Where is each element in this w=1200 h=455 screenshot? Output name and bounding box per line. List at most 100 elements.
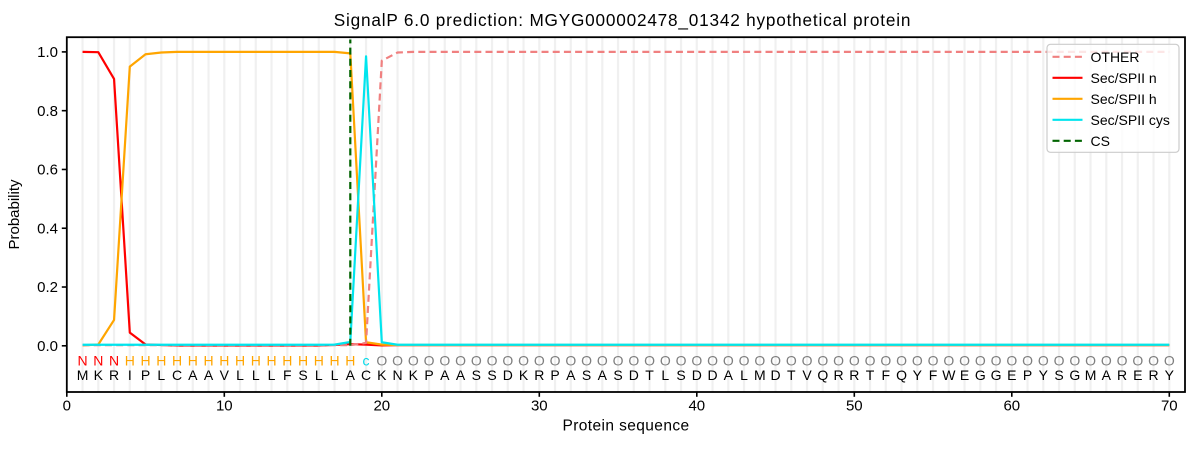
svg-text:O: O	[455, 352, 466, 368]
svg-text:C: C	[172, 367, 182, 383]
svg-text:O: O	[676, 352, 687, 368]
svg-text:O: O	[691, 352, 702, 368]
svg-text:L: L	[157, 367, 165, 383]
svg-text:O: O	[487, 352, 498, 368]
svg-text:O: O	[833, 352, 844, 368]
svg-text:H: H	[156, 352, 166, 368]
svg-text:O: O	[439, 352, 450, 368]
svg-text:H: H	[172, 352, 182, 368]
svg-text:I: I	[128, 367, 132, 383]
svg-text:O: O	[1038, 352, 1049, 368]
svg-text:O: O	[912, 352, 923, 368]
svg-text:O: O	[991, 352, 1002, 368]
svg-text:K: K	[519, 367, 529, 383]
svg-text:T: T	[787, 367, 796, 383]
svg-text:H: H	[345, 352, 355, 368]
svg-text:O: O	[597, 352, 608, 368]
svg-text:K: K	[94, 367, 104, 383]
svg-text:F: F	[929, 367, 938, 383]
svg-text:H: H	[188, 352, 198, 368]
svg-text:R: R	[109, 367, 119, 383]
svg-text:P: P	[1023, 367, 1032, 383]
svg-text:O: O	[1054, 352, 1065, 368]
svg-text:Y: Y	[913, 367, 923, 383]
svg-text:O: O	[550, 352, 561, 368]
svg-text:O: O	[802, 352, 813, 368]
svg-text:0.6: 0.6	[37, 162, 58, 179]
svg-text:O: O	[928, 352, 939, 368]
svg-text:V: V	[802, 367, 812, 383]
svg-text:O: O	[849, 352, 860, 368]
svg-text:SignalP 6.0 prediction: MGYG00: SignalP 6.0 prediction: MGYG000002478_01…	[334, 10, 911, 30]
svg-text:D: D	[629, 367, 639, 383]
svg-text:H: H	[329, 352, 339, 368]
svg-text:0: 0	[63, 398, 71, 415]
svg-text:O: O	[943, 352, 954, 368]
svg-text:O: O	[660, 352, 671, 368]
svg-text:D: D	[707, 367, 717, 383]
svg-text:Sec/SPII cys: Sec/SPII cys	[1091, 112, 1170, 128]
svg-text:H: H	[251, 352, 261, 368]
svg-text:A: A	[598, 367, 608, 383]
svg-text:H: H	[235, 352, 245, 368]
svg-text:O: O	[424, 352, 435, 368]
svg-text:D: D	[770, 367, 780, 383]
svg-text:O: O	[723, 352, 734, 368]
svg-text:O: O	[392, 352, 403, 368]
svg-text:Protein sequence: Protein sequence	[562, 418, 689, 435]
svg-text:N: N	[93, 352, 103, 368]
svg-text:N: N	[392, 367, 402, 383]
svg-text:O: O	[865, 352, 876, 368]
svg-text:G: G	[991, 367, 1002, 383]
svg-text:20: 20	[373, 398, 390, 415]
svg-text:O: O	[518, 352, 529, 368]
svg-text:O: O	[1117, 352, 1128, 368]
svg-text:A: A	[204, 367, 214, 383]
svg-text:O: O	[1101, 352, 1112, 368]
svg-text:Y: Y	[1039, 367, 1049, 383]
svg-text:O: O	[644, 352, 655, 368]
svg-text:O: O	[502, 352, 513, 368]
svg-text:L: L	[331, 367, 339, 383]
svg-text:M: M	[77, 367, 89, 383]
svg-text:0.2: 0.2	[37, 279, 58, 296]
svg-text:R: R	[833, 367, 843, 383]
svg-text:V: V	[220, 367, 230, 383]
svg-text:D: D	[503, 367, 513, 383]
svg-text:Sec/SPII n: Sec/SPII n	[1091, 70, 1157, 86]
svg-text:N: N	[77, 352, 87, 368]
svg-text:A: A	[724, 367, 734, 383]
svg-text:O: O	[786, 352, 797, 368]
svg-text:H: H	[203, 352, 213, 368]
svg-text:Probability: Probability	[6, 179, 23, 250]
svg-text:S: S	[676, 367, 685, 383]
svg-text:60: 60	[1003, 398, 1020, 415]
svg-text:O: O	[975, 352, 986, 368]
svg-text:R: R	[1117, 367, 1127, 383]
svg-text:E: E	[1133, 367, 1142, 383]
svg-text:30: 30	[531, 398, 548, 415]
svg-text:W: W	[942, 367, 956, 383]
svg-text:O: O	[896, 352, 907, 368]
svg-text:S: S	[472, 367, 481, 383]
svg-text:Q: Q	[817, 367, 828, 383]
svg-text:T: T	[866, 367, 875, 383]
svg-text:T: T	[645, 367, 654, 383]
svg-text:10: 10	[216, 398, 233, 415]
svg-text:O: O	[739, 352, 750, 368]
svg-text:Sec/SPII h: Sec/SPII h	[1091, 91, 1157, 107]
svg-text:O: O	[628, 352, 639, 368]
svg-text:O: O	[471, 352, 482, 368]
svg-text:A: A	[1102, 367, 1112, 383]
svg-text:CS: CS	[1091, 133, 1110, 149]
svg-text:K: K	[377, 367, 387, 383]
svg-text:G: G	[1069, 367, 1080, 383]
svg-text:L: L	[252, 367, 260, 383]
svg-text:E: E	[1007, 367, 1016, 383]
svg-text:A: A	[188, 367, 198, 383]
svg-text:E: E	[960, 367, 969, 383]
svg-text:O: O	[770, 352, 781, 368]
svg-text:S: S	[1054, 367, 1063, 383]
svg-text:Q: Q	[896, 367, 907, 383]
svg-text:C: C	[361, 367, 371, 383]
